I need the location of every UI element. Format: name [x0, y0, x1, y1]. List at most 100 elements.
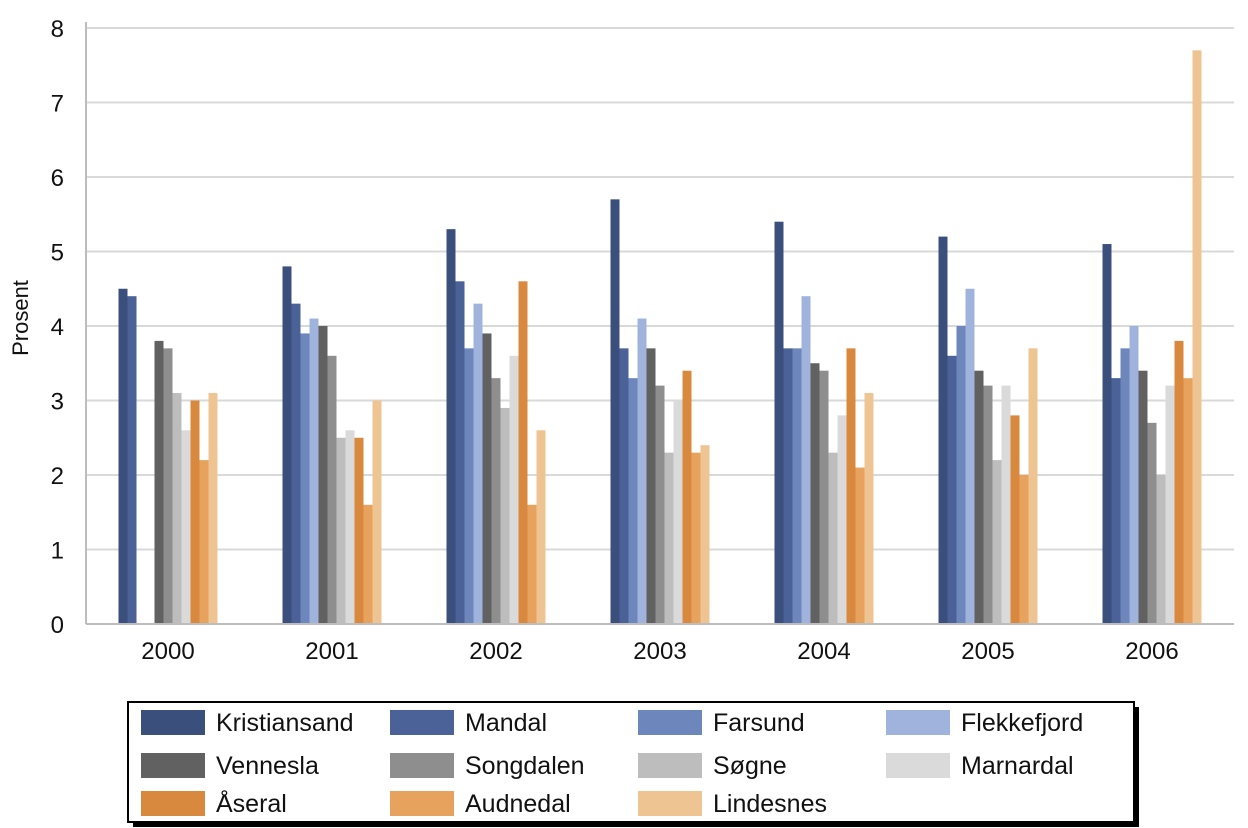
bar-2004-0: [774, 221, 784, 624]
y-tick-label: 7: [51, 91, 64, 118]
bar-2006-8: [1174, 340, 1184, 624]
bar-2003-2: [628, 378, 638, 624]
bar-2000-9: [199, 460, 209, 624]
bar-2002-1: [455, 281, 465, 624]
bar-2001-2: [300, 333, 310, 624]
bar-2006-0: [1102, 244, 1112, 625]
bars: [118, 50, 1202, 625]
y-tick-label: 4: [51, 314, 64, 341]
bar-2001-6: [336, 437, 346, 624]
bar-2000-6: [172, 393, 182, 624]
bar-2004-3: [801, 296, 811, 624]
bar-2005-8: [1010, 415, 1020, 624]
x-tick-label: 2004: [797, 638, 850, 665]
legend-swatch: [390, 791, 454, 816]
legend-swatch: [141, 753, 205, 778]
y-tick-labels: 0 1 2 3 4 5 6 7 8: [51, 16, 64, 639]
bar-2003-6: [664, 452, 674, 624]
y-tick-label: 5: [51, 240, 64, 267]
bar-2005-3: [965, 288, 975, 624]
x-tick-labels: 2000 2001 2002 2003 2004 2005 2006: [141, 638, 1178, 665]
bar-2001-4: [318, 326, 328, 624]
legend-swatch: [390, 753, 454, 778]
legend-label: Åseral: [216, 788, 287, 818]
axes: [85, 22, 1234, 625]
legend-label: Mandal: [465, 709, 547, 737]
bar-2001-3: [309, 318, 319, 624]
bar-2003-10: [700, 445, 710, 624]
bar-2003-0: [610, 199, 620, 624]
legend-swatch: [638, 753, 702, 778]
bar-2000-7: [181, 430, 191, 624]
bar-2005-10: [1028, 348, 1038, 624]
bar-2004-6: [828, 452, 838, 624]
bar-2006-7: [1165, 385, 1175, 624]
bar-2005-2: [956, 326, 966, 624]
legend-swatch: [886, 753, 950, 778]
bar-2004-1: [783, 348, 793, 624]
bar-2002-4: [482, 333, 492, 624]
bar-2003-1: [619, 348, 629, 624]
bar-2000-4: [154, 340, 164, 624]
bar-2001-8: [354, 437, 364, 624]
bar-2001-9: [363, 504, 373, 624]
legend-label: Søgne: [713, 752, 787, 780]
bar-2005-0: [938, 236, 948, 624]
bar-2002-2: [464, 348, 474, 624]
y-tick-label: 6: [51, 165, 64, 192]
bar-2005-7: [1001, 385, 1011, 624]
bar-2003-9: [691, 452, 701, 624]
bar-2000-0: [118, 288, 128, 624]
y-tick-label: 0: [51, 612, 64, 639]
bar-2006-6: [1156, 475, 1166, 624]
bar-2003-7: [673, 400, 683, 624]
bar-2005-1: [947, 355, 957, 624]
legend-label: Kristiansand: [216, 709, 354, 737]
bar-2006-5: [1147, 422, 1157, 624]
bar-2001-7: [345, 430, 355, 624]
bar-2000-8: [190, 400, 200, 624]
legend-label: Marnardal: [961, 752, 1074, 780]
bar-2001-0: [282, 266, 292, 624]
bar-2002-6: [500, 407, 510, 624]
y-tick-label: 1: [51, 538, 64, 565]
legend-swatch: [141, 710, 205, 735]
bar-2005-6: [992, 460, 1002, 624]
bar-2005-9: [1019, 475, 1029, 624]
bar-2004-7: [837, 415, 847, 624]
legend-label: Farsund: [713, 709, 805, 737]
bar-2003-8: [682, 370, 692, 624]
x-tick-label: 2005: [961, 638, 1014, 665]
bar-2004-4: [810, 363, 820, 624]
bar-2002-8: [518, 281, 528, 624]
bar-2006-3: [1129, 326, 1139, 624]
y-axis-title: Prosent: [8, 280, 33, 356]
legend-swatch: [390, 710, 454, 735]
x-tick-label: 2000: [141, 638, 194, 665]
x-tick-label: 2003: [633, 638, 686, 665]
bar-2002-9: [527, 504, 537, 624]
bar-2006-1: [1111, 378, 1121, 624]
bar-2001-1: [291, 303, 301, 624]
legend-label: Songdalen: [465, 752, 585, 780]
y-tick-label: 3: [51, 389, 64, 416]
x-tick-label: 2001: [305, 638, 358, 665]
bar-2001-10: [372, 400, 382, 624]
legend-label: Flekkefjord: [961, 709, 1083, 737]
bar-2003-5: [655, 385, 665, 624]
bar-2006-10: [1192, 50, 1202, 625]
bar-2003-3: [637, 318, 647, 624]
bar-2000-1: [127, 296, 137, 624]
legend-label: Audnedal: [465, 790, 571, 818]
bar-2000-5: [163, 348, 173, 624]
y-tick-label: 8: [51, 16, 64, 43]
x-tick-label: 2002: [469, 638, 522, 665]
x-tick-label: 2006: [1125, 638, 1178, 665]
bar-2003-4: [646, 348, 656, 624]
bar-2000-10: [208, 393, 218, 624]
legend: Kristiansand Mandal Farsund Flekkefjord Venn…: [127, 701, 1139, 827]
bar-2006-4: [1138, 370, 1148, 624]
legend-label: Vennesla: [216, 752, 319, 780]
bar-2002-3: [473, 303, 483, 624]
